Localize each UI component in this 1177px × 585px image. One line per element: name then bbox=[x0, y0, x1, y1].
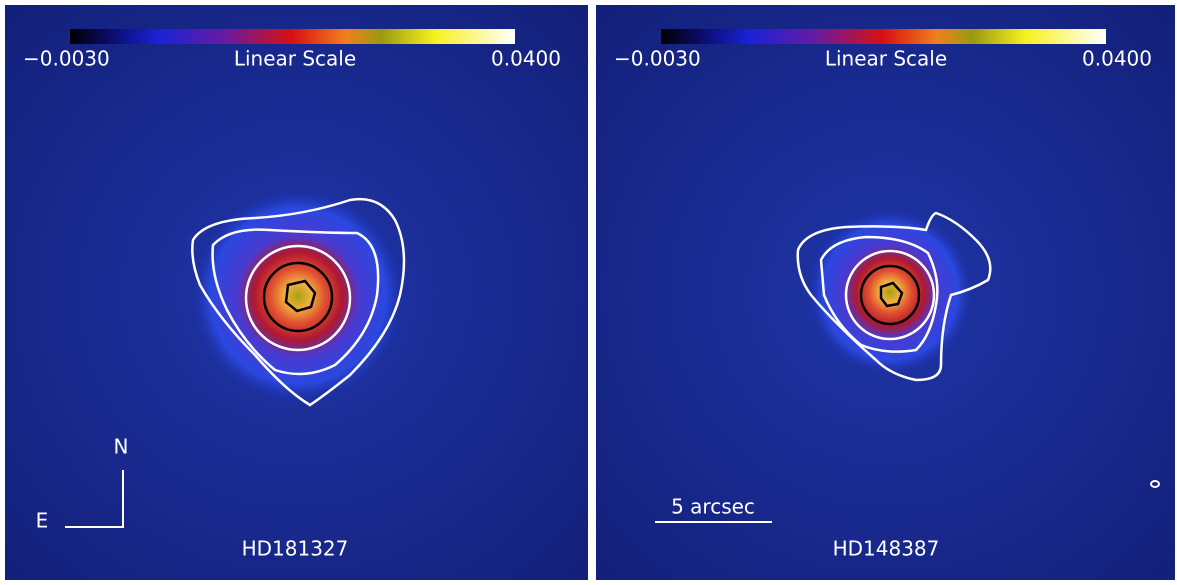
target-name: HD148387 bbox=[833, 537, 940, 561]
colorbar-max: 0.0400 bbox=[491, 47, 561, 71]
scale-bar-label: 5 arcsec bbox=[671, 495, 755, 519]
compass-east: E bbox=[36, 509, 49, 533]
colorbar-label: Linear Scale bbox=[234, 47, 356, 71]
colorbar-min: −0.0030 bbox=[614, 47, 701, 71]
panel-left: −0.0030 Linear Scale 0.0400 N E HD181327 bbox=[5, 5, 588, 580]
colorbar bbox=[661, 29, 1106, 44]
colorbar-label: Linear Scale bbox=[825, 47, 947, 71]
panel-right: −0.0030 Linear Scale 0.0400 5 arcsec HD1… bbox=[596, 5, 1175, 580]
page: −0.0030 Linear Scale 0.0400 N E HD181327… bbox=[0, 0, 1177, 585]
target-name: HD181327 bbox=[242, 537, 349, 561]
colorbar-min: −0.0030 bbox=[23, 47, 110, 71]
colorbar-max: 0.0400 bbox=[1082, 47, 1152, 71]
colorbar bbox=[70, 29, 515, 44]
compass-north: N bbox=[114, 435, 129, 459]
